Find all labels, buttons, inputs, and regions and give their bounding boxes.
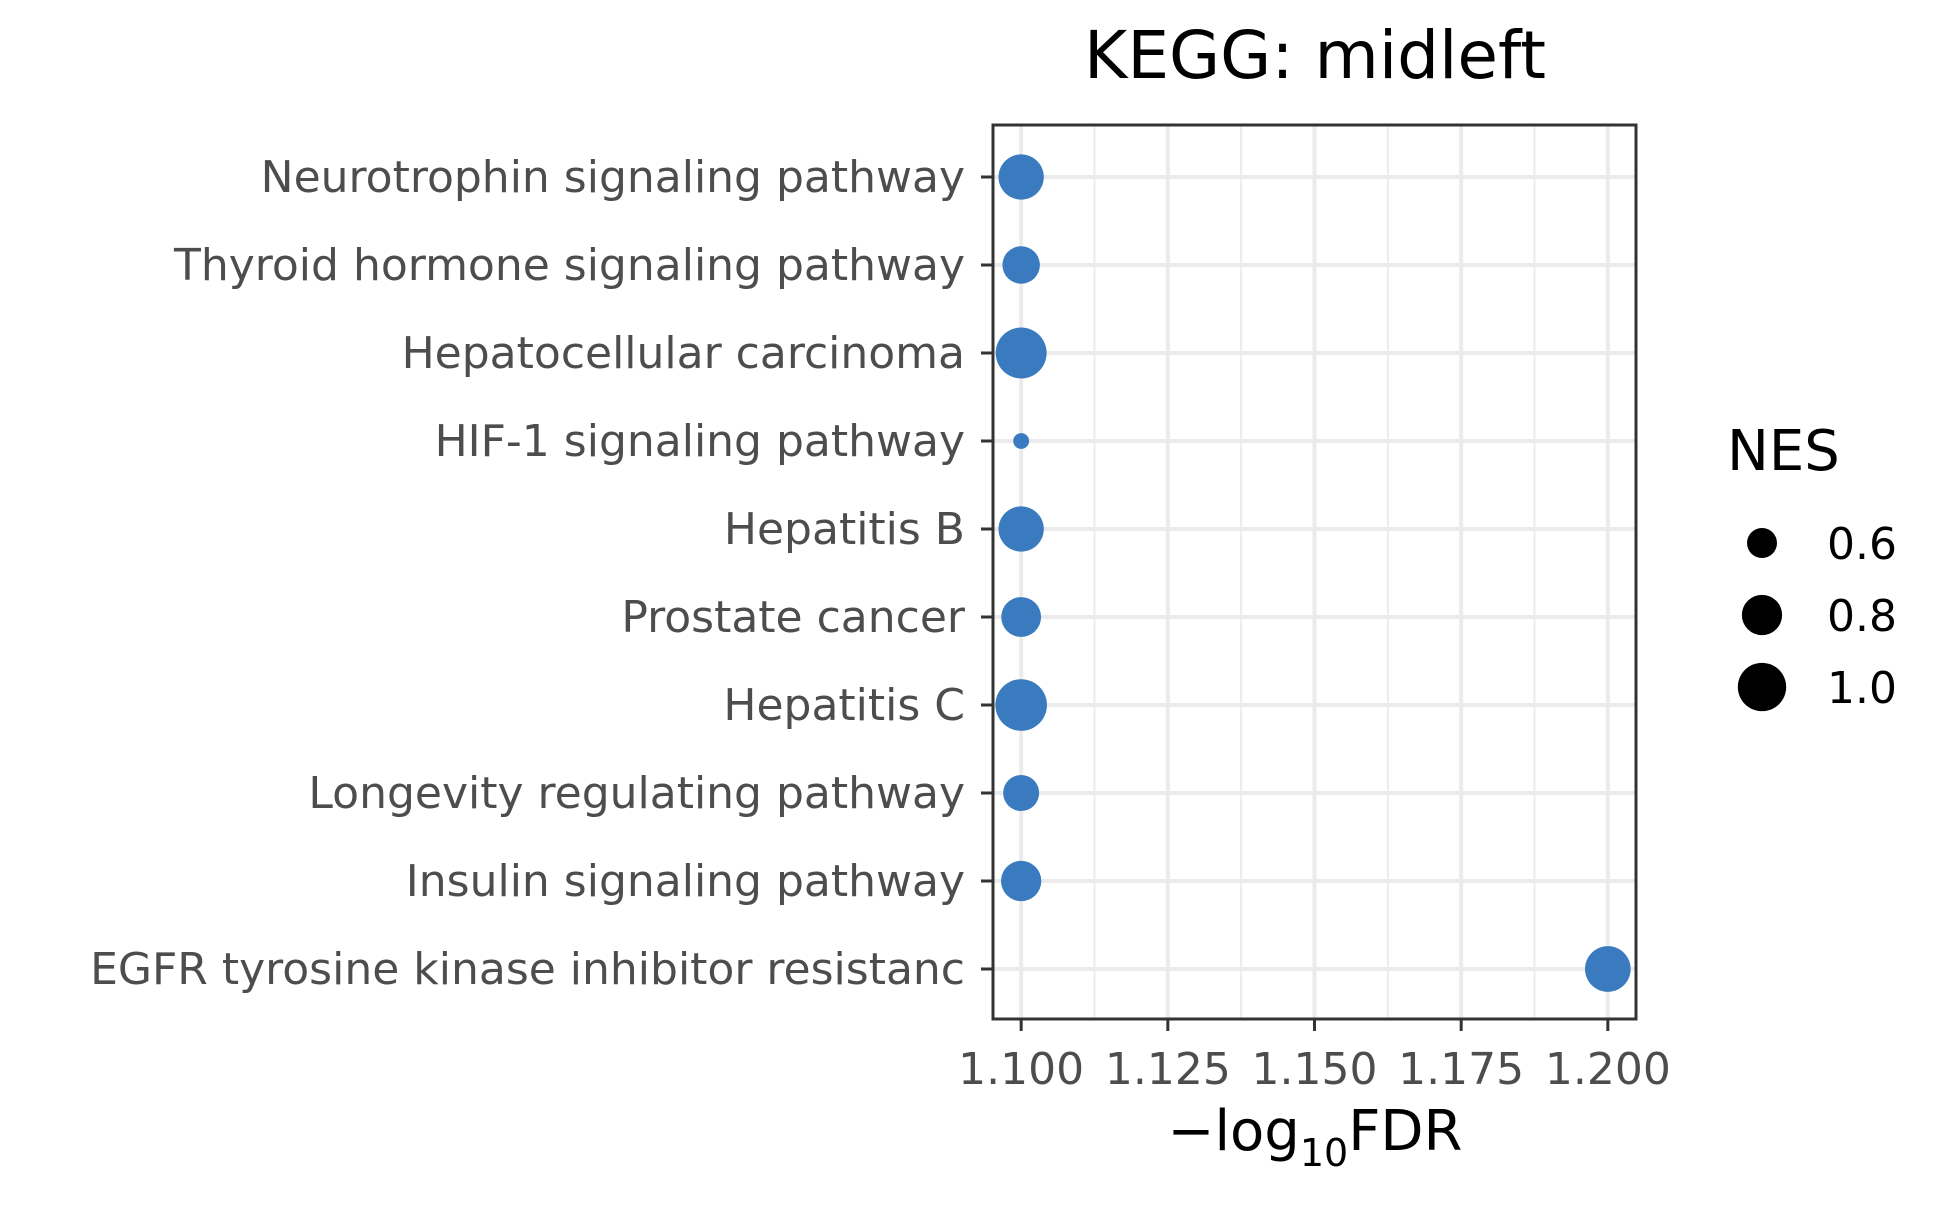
size-legend: NES 0.6 0.8 1.0 xyxy=(1727,419,1897,714)
legend-label: 1.0 xyxy=(1827,663,1897,714)
x-tick-label: 1.100 xyxy=(958,1044,1084,1095)
y-tick-label: Neurotrophin signaling pathway xyxy=(261,152,965,203)
y-tick-label: Insulin signaling pathway xyxy=(406,856,965,907)
data-point xyxy=(995,327,1047,379)
x-axis-title: −log10FDR xyxy=(1168,1099,1463,1175)
data-point xyxy=(1584,946,1631,992)
legend-label: 0.8 xyxy=(1827,591,1897,642)
data-points xyxy=(995,154,1631,992)
y-axis: Neurotrophin signaling pathway Thyroid ho… xyxy=(90,152,993,995)
data-point xyxy=(995,679,1047,731)
legend-key xyxy=(1741,594,1783,636)
data-point xyxy=(998,154,1044,200)
y-tick-label: Longevity regulating pathway xyxy=(308,768,965,819)
x-axis-title-subscript: 10 xyxy=(1300,1131,1348,1175)
y-tick-label: Hepatocellular carcinoma xyxy=(402,328,965,379)
x-tick-label: 1.200 xyxy=(1545,1044,1671,1095)
legend-title: NES xyxy=(1727,419,1840,484)
y-tick-label: Hepatitis B xyxy=(724,504,965,555)
data-point xyxy=(1013,433,1030,449)
plot-panel xyxy=(991,123,1638,1021)
y-tick-label: HIF-1 signaling pathway xyxy=(435,416,965,467)
x-tick-label: 1.125 xyxy=(1105,1044,1231,1095)
x-axis-title-prefix: −log xyxy=(1168,1099,1300,1164)
data-point xyxy=(1001,597,1042,637)
y-tick-label: Hepatitis C xyxy=(723,680,965,731)
y-tick-label: Prostate cancer xyxy=(621,592,966,643)
x-tick-label: 1.150 xyxy=(1252,1044,1378,1095)
legend-key xyxy=(1747,528,1777,558)
data-point xyxy=(998,506,1044,552)
legend-key xyxy=(1737,662,1787,712)
data-point xyxy=(1002,246,1040,284)
y-tick-label: Thyroid hormone signaling pathway xyxy=(173,240,965,291)
x-axis-title-suffix: FDR xyxy=(1348,1099,1462,1164)
y-tick-label: EGFR tyrosine kinase inhibitor resistanc xyxy=(90,944,965,995)
data-point xyxy=(1003,775,1040,811)
chart-title: KEGG: midleft xyxy=(1084,17,1546,94)
data-point xyxy=(1001,860,1042,902)
x-axis: 1.100 1.125 1.150 1.175 1.200 −log10FDR xyxy=(958,1019,1671,1175)
x-tick-label: 1.175 xyxy=(1398,1044,1524,1095)
legend-label: 0.6 xyxy=(1827,519,1897,570)
